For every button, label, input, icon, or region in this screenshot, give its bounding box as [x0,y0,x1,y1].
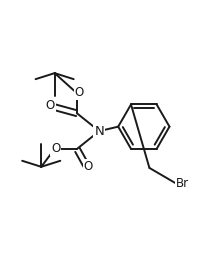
Text: O: O [74,86,84,99]
Text: O: O [83,160,93,173]
Text: O: O [45,99,55,112]
Text: O: O [51,142,60,155]
Text: Br: Br [176,177,189,190]
Text: N: N [94,125,104,138]
